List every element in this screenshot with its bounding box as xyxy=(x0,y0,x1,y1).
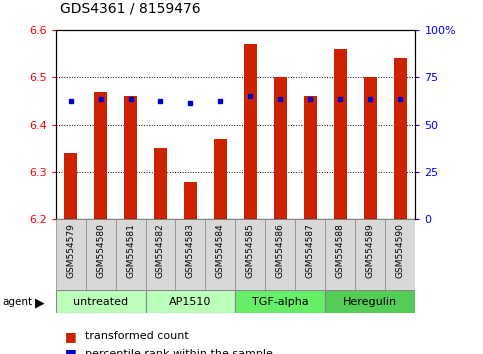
Text: GSM554580: GSM554580 xyxy=(96,223,105,278)
Text: ▶: ▶ xyxy=(35,296,44,309)
Text: GDS4361 / 8159476: GDS4361 / 8159476 xyxy=(60,2,201,16)
Bar xyxy=(213,139,227,219)
Text: GSM554584: GSM554584 xyxy=(216,223,225,278)
Bar xyxy=(205,219,236,290)
Bar xyxy=(326,219,355,290)
Bar xyxy=(394,58,407,219)
Bar xyxy=(304,96,317,219)
Text: transformed count: transformed count xyxy=(85,331,188,341)
Bar xyxy=(326,290,415,313)
Bar xyxy=(236,290,326,313)
Text: ■: ■ xyxy=(65,330,77,343)
Text: GSM554585: GSM554585 xyxy=(246,223,255,278)
Bar xyxy=(56,219,85,290)
Text: AP1510: AP1510 xyxy=(170,297,212,307)
Text: TGF-alpha: TGF-alpha xyxy=(252,297,309,307)
Bar xyxy=(154,148,167,219)
Bar xyxy=(355,219,385,290)
Text: Heregulin: Heregulin xyxy=(343,297,398,307)
Text: percentile rank within the sample: percentile rank within the sample xyxy=(85,349,272,354)
Text: GSM554590: GSM554590 xyxy=(396,223,405,278)
Bar xyxy=(274,78,287,219)
Text: agent: agent xyxy=(2,297,32,307)
Text: GSM554589: GSM554589 xyxy=(366,223,375,278)
Bar xyxy=(244,44,257,219)
Bar xyxy=(175,219,205,290)
Bar xyxy=(334,49,347,219)
Bar xyxy=(236,219,266,290)
Text: GSM554579: GSM554579 xyxy=(66,223,75,278)
Bar xyxy=(145,219,175,290)
Bar xyxy=(296,219,326,290)
Bar xyxy=(64,153,77,219)
Bar xyxy=(364,78,377,219)
Text: GSM554582: GSM554582 xyxy=(156,223,165,278)
Bar xyxy=(266,219,296,290)
Text: untreated: untreated xyxy=(73,297,128,307)
Text: GSM554586: GSM554586 xyxy=(276,223,285,278)
Text: ■: ■ xyxy=(65,348,77,354)
Bar xyxy=(56,290,145,313)
Bar xyxy=(124,96,137,219)
Bar xyxy=(184,182,197,219)
Text: GSM554581: GSM554581 xyxy=(126,223,135,278)
Bar xyxy=(115,219,145,290)
Text: GSM554583: GSM554583 xyxy=(186,223,195,278)
Bar xyxy=(85,219,115,290)
Bar xyxy=(385,219,415,290)
Bar xyxy=(145,290,236,313)
Bar xyxy=(94,92,107,219)
Text: GSM554587: GSM554587 xyxy=(306,223,315,278)
Text: GSM554588: GSM554588 xyxy=(336,223,345,278)
